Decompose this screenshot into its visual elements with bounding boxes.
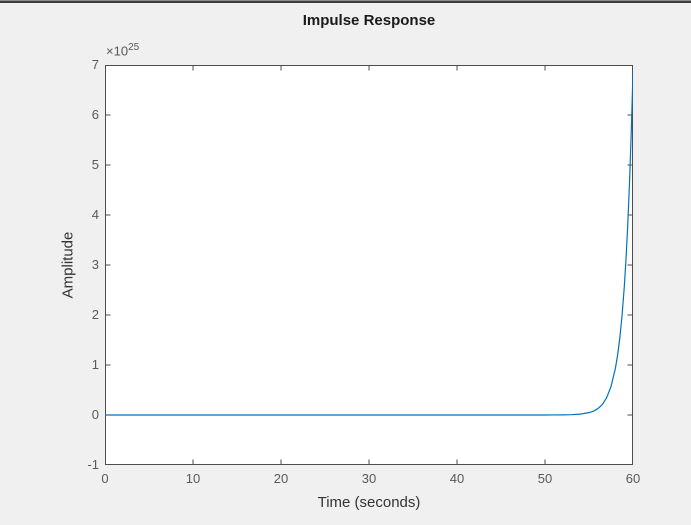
window-top-edge	[0, 0, 691, 3]
x-tick-label: 0	[101, 471, 109, 486]
y-tick-label: 2	[91, 307, 99, 322]
x-tick-label: 20	[273, 471, 289, 486]
y-tick-label: 4	[91, 207, 99, 222]
x-tick-label: 60	[625, 471, 641, 486]
y-tick-label: -1	[87, 457, 99, 472]
y-tick-label: 6	[91, 107, 99, 122]
y-axis-multiplier-exponent: 25	[128, 42, 140, 53]
chart-title: Impulse Response	[302, 12, 436, 29]
y-tick-label: 3	[91, 257, 99, 272]
x-axis-label: Time (seconds)	[317, 494, 421, 511]
x-tick-label: 50	[537, 471, 553, 486]
y-tick-label: 1	[91, 357, 99, 372]
y-axis-multiplier-base: ×10	[106, 43, 129, 59]
y-axis-multiplier: ×1025	[106, 42, 139, 58]
y-tick-label: 0	[91, 407, 99, 422]
plot-box	[105, 65, 633, 465]
impulse-response-curve	[105, 69, 634, 416]
x-tick-label: 40	[449, 471, 465, 486]
plot-svg	[104, 64, 634, 466]
x-tick-label: 30	[361, 471, 377, 486]
x-tick-label: 10	[185, 471, 201, 486]
y-tick-label: 5	[91, 157, 99, 172]
plot-area[interactable]	[104, 64, 634, 466]
y-tick-label: 7	[91, 57, 99, 72]
